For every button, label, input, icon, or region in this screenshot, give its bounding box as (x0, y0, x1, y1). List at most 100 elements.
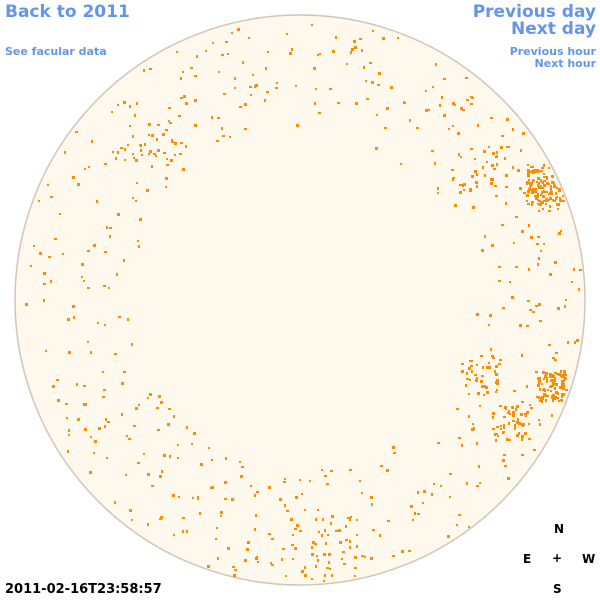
facula-point (555, 192, 557, 195)
facula-point (470, 103, 473, 105)
facula-point (501, 224, 504, 226)
facula-point (535, 305, 538, 307)
facula-point (141, 154, 143, 156)
next-day-link[interactable]: Next day (511, 19, 596, 39)
facula-point (483, 394, 485, 396)
facula-point (47, 184, 49, 186)
facula-point (495, 195, 498, 197)
facula-point (315, 565, 317, 568)
facula-point (379, 534, 381, 537)
facula-point (72, 305, 75, 308)
facula-point (537, 236, 540, 238)
facula-point (536, 243, 539, 245)
facula-point (283, 481, 286, 483)
facula-point (378, 72, 381, 75)
facula-point (372, 30, 374, 32)
facula-point (364, 556, 366, 558)
facula-point (268, 486, 271, 489)
facula-point (349, 540, 351, 543)
facula-point (512, 128, 514, 131)
facula-point (266, 91, 269, 93)
facula-point (255, 557, 258, 560)
facula-point (151, 485, 154, 487)
facula-point (194, 124, 197, 127)
observation-timestamp: 2011-02-16T23:58:57 (5, 582, 162, 597)
facula-point (121, 382, 124, 385)
facula-point (437, 192, 439, 194)
facula-point (544, 394, 546, 396)
facula-point (76, 383, 78, 386)
facula-point (475, 181, 478, 184)
facula-point (521, 438, 523, 441)
facula-point (552, 199, 554, 201)
facula-point (255, 514, 257, 517)
facula-point (380, 465, 383, 467)
facula-point (539, 388, 541, 391)
facula-point (301, 493, 303, 495)
facula-point (545, 191, 548, 193)
facula-point (556, 384, 558, 386)
facula-point (43, 299, 45, 302)
facula-point (417, 491, 419, 494)
facular-regions (25, 24, 582, 582)
facula-point (319, 53, 321, 55)
facula-point (331, 574, 333, 577)
next-hour-link[interactable]: Next hour (534, 57, 597, 70)
facula-point (295, 496, 298, 499)
facula-point (372, 529, 375, 531)
facula-point (294, 547, 297, 550)
facula-point (521, 435, 524, 438)
facula-point (291, 48, 293, 51)
facula-point (540, 179, 542, 182)
facula-point (499, 405, 502, 407)
facula-point (137, 462, 140, 464)
facula-point (511, 406, 514, 409)
facula-point (476, 485, 479, 487)
facula-point (128, 438, 131, 440)
facula-point (550, 390, 552, 392)
facula-point (488, 324, 490, 326)
facula-point (375, 147, 378, 150)
facula-point (496, 426, 499, 428)
facula-point (59, 213, 61, 215)
facula-point (105, 418, 107, 421)
facula-point (532, 311, 535, 313)
facula-point (500, 425, 502, 427)
facula-point (476, 313, 479, 316)
facula-point (532, 171, 535, 174)
facula-point (163, 152, 166, 154)
facula-point (518, 432, 520, 435)
facula-point (503, 454, 506, 456)
facula-point (435, 63, 437, 66)
facula-point (539, 423, 541, 426)
facula-point (558, 373, 561, 376)
facula-point (498, 280, 501, 282)
facula-point (240, 475, 243, 478)
facula-point (504, 465, 507, 467)
back-to-year-link[interactable]: Back to 2011 (5, 2, 130, 22)
see-facular-data-link[interactable]: See facular data (5, 45, 107, 58)
facula-point (200, 463, 203, 466)
facula-point (532, 179, 534, 181)
facula-point (168, 120, 170, 122)
facula-point (471, 175, 474, 178)
facula-point (156, 407, 159, 409)
facula-point (139, 218, 142, 221)
facula-point (326, 567, 329, 569)
facula-point (482, 366, 484, 369)
previous-hour-link[interactable]: Previous hour (509, 45, 596, 58)
facula-point (543, 200, 546, 202)
facula-point (440, 485, 442, 487)
facula-point (353, 40, 356, 43)
facula-point (534, 195, 537, 197)
facula-point (539, 320, 542, 322)
facula-point (456, 524, 458, 526)
facula-point (292, 558, 294, 560)
previous-day-link[interactable]: Previous day (472, 2, 596, 22)
facula-point (163, 454, 166, 457)
facula-point (169, 455, 171, 458)
facula-point (542, 201, 544, 204)
facula-point (462, 109, 465, 111)
facula-point (460, 107, 463, 110)
facula-point (490, 182, 493, 185)
